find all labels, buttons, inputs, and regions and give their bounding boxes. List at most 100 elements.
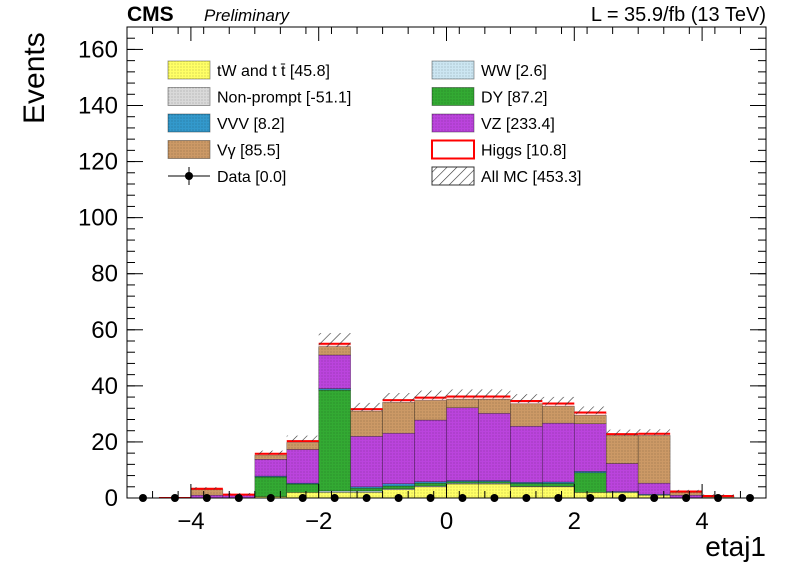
- bar-texture-vz-9: [446, 407, 479, 481]
- legend-item-3: DY [87.2]: [431, 87, 547, 107]
- bar-texture-ww-8: [414, 485, 447, 487]
- bar-texture-vgamma-6: [350, 411, 383, 437]
- x-tick-label: 0: [440, 508, 453, 535]
- legend-swatch-texture: [432, 114, 474, 132]
- legend-swatch-texture: [432, 61, 474, 79]
- bar-texture-vgamma-4: [286, 442, 319, 450]
- legend-swatch-texture: [168, 61, 210, 79]
- bar-texture-vgamma-5: [318, 346, 351, 356]
- series-dy: [254, 389, 607, 497]
- legend-label: Data [0.0]: [217, 169, 286, 186]
- allmc-band-4: [286, 435, 319, 441]
- allmc-band-6: [350, 402, 383, 411]
- bar-texture-vgamma-15: [638, 435, 671, 484]
- bar-texture-vvv-11: [510, 482, 543, 484]
- bar-texture-vz-14: [606, 463, 639, 492]
- bar-texture-vgamma-9: [446, 399, 479, 408]
- allmc-band-9: [446, 389, 479, 399]
- series-vz: [190, 354, 703, 498]
- preliminary-label: Preliminary: [204, 6, 291, 25]
- x-tick-label: 4: [695, 508, 708, 535]
- legend-swatch-texture: [432, 87, 474, 106]
- bar-texture-vvv-9: [446, 480, 479, 482]
- luminosity-label: L = 35.9/fb (13 TeV): [591, 4, 766, 26]
- legend-label: DY [87.2]: [481, 90, 547, 107]
- allmc-band-12: [542, 396, 575, 406]
- y-tick-label: 100: [78, 205, 118, 232]
- bar-texture-vz-11: [510, 426, 543, 483]
- data-points: [138, 494, 755, 502]
- y-tick-label: 120: [78, 149, 118, 176]
- bar-texture-vz-5: [318, 355, 351, 389]
- legend-item-8: Data [0.0]: [168, 167, 286, 186]
- bar-texture-vvv-13: [574, 471, 607, 473]
- bar-texture-vvv-10: [478, 480, 511, 482]
- allmc-band-5: [318, 333, 351, 348]
- legend: tW and t t̄ [45.8] WW [2.6] Non-prompt [-5…: [167, 60, 581, 186]
- bar-texture-dy-11: [510, 483, 543, 487]
- y-tick-label: 80: [91, 261, 118, 288]
- allmc-band-14: [606, 429, 639, 436]
- bar-texture-vvv-8: [414, 481, 447, 484]
- bar-texture-ww-12: [542, 486, 575, 487]
- bar-texture-dy-4: [286, 483, 319, 493]
- bar-texture-ttbar-10: [478, 483, 511, 498]
- legend-item-6: Vγ [85.5]: [167, 140, 280, 160]
- legend-swatch-texture: [168, 140, 210, 159]
- x-tick-label: −4: [177, 508, 204, 535]
- bar-texture-vgamma-8: [414, 400, 447, 421]
- legend-item-9: All MC [453.3]: [431, 166, 581, 186]
- legend-swatch-texture: [168, 87, 210, 106]
- bar-texture-dy-12: [542, 483, 575, 487]
- allmc-band-13: [574, 406, 607, 415]
- legend-label: Higgs [10.8]: [481, 143, 566, 160]
- bar-texture-ttbar-7: [382, 489, 415, 498]
- bar-texture-vgamma-11: [510, 403, 543, 427]
- bar-texture-vgamma-12: [542, 406, 575, 424]
- series-vgamma: [190, 346, 735, 498]
- bar-texture-vgamma-7: [382, 402, 415, 434]
- y-tick-label: 0: [105, 485, 118, 512]
- bar-texture-vvv-6: [350, 486, 383, 489]
- legend-item-0: tW and t t̄ [45.8]: [167, 60, 330, 80]
- bar-texture-ww-9: [446, 483, 479, 484]
- bar-texture-vvv-12: [542, 482, 575, 484]
- legend-label: Vγ [85.5]: [217, 143, 280, 160]
- y-tick-label: 60: [91, 317, 118, 344]
- legend-label: All MC [453.3]: [481, 169, 581, 186]
- bar-texture-vvv-14: [606, 491, 639, 493]
- bar-texture-vvv-7: [382, 483, 415, 486]
- bar-texture-vz-15: [638, 483, 671, 495]
- allmc-band-11: [510, 394, 543, 404]
- x-tick-label: −2: [305, 508, 332, 535]
- x-axis-label: etaj1: [705, 531, 766, 562]
- x-tick-label: 2: [568, 508, 581, 535]
- legend-label: WW [2.6]: [481, 63, 547, 80]
- bar-texture-ww-10: [478, 483, 511, 484]
- bar-texture-dy-3: [254, 476, 287, 497]
- legend-item-5: VZ [233.4]: [431, 113, 555, 133]
- bar-texture-vgamma-10: [478, 399, 511, 414]
- legend-swatch: [431, 139, 475, 160]
- bar-texture-dy-13: [574, 472, 607, 493]
- bar-texture-vvv-3: [254, 476, 287, 477]
- allmc-band-16: [670, 489, 703, 493]
- bar-texture-vz-13: [574, 423, 607, 472]
- bar-texture-ww-6: [350, 490, 383, 493]
- legend-swatch-texture: [168, 114, 210, 132]
- allmc-band-15: [638, 429, 671, 436]
- legend-marker: [185, 172, 193, 180]
- legend-label: VVV [8.2]: [217, 116, 285, 133]
- bar-texture-ww-11: [510, 486, 543, 487]
- bar-texture-vgamma-16: [670, 492, 703, 496]
- bar-texture-vvv-5: [318, 388, 351, 391]
- legend-item-7: Higgs [10.8]: [431, 139, 566, 160]
- bar-texture-dy-9: [446, 481, 479, 484]
- bar-texture-ttbar-9: [446, 483, 479, 498]
- legend-label: Non-prompt [-51.1]: [217, 90, 351, 107]
- bar-texture-ttbar-12: [542, 486, 575, 498]
- bar-texture-ww-5: [318, 490, 351, 493]
- legend-label: tW and t t̄ [45.8]: [217, 63, 330, 80]
- legend-swatch: [431, 166, 475, 186]
